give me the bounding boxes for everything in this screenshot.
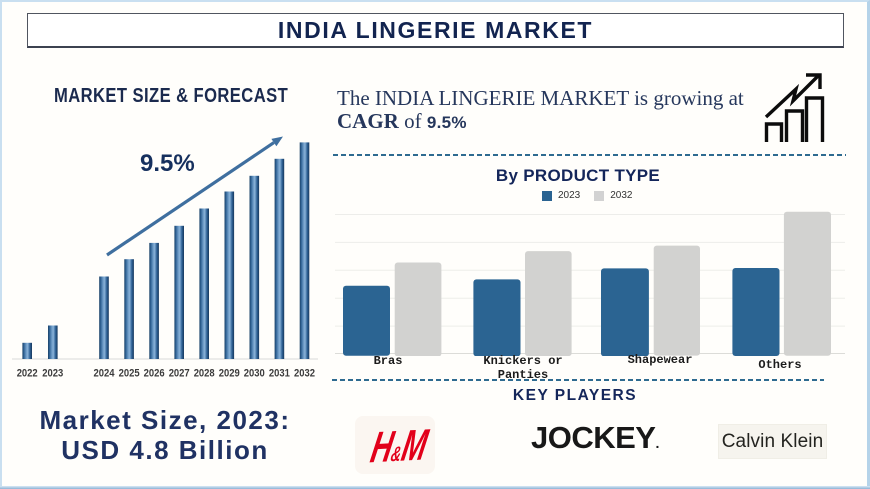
svg-text:2025: 2025: [119, 368, 140, 380]
svg-text:2024: 2024: [94, 368, 116, 380]
svg-text:2032: 2032: [294, 368, 315, 380]
svg-text:2026: 2026: [144, 368, 165, 380]
svg-text:2029: 2029: [219, 368, 240, 380]
svg-text:2027: 2027: [169, 368, 190, 380]
svg-text:2022: 2022: [17, 368, 38, 380]
svg-text:2031: 2031: [269, 368, 290, 380]
svg-text:2030: 2030: [244, 368, 265, 380]
svg-text:2023: 2023: [42, 368, 63, 380]
svg-text:2028: 2028: [194, 368, 215, 380]
